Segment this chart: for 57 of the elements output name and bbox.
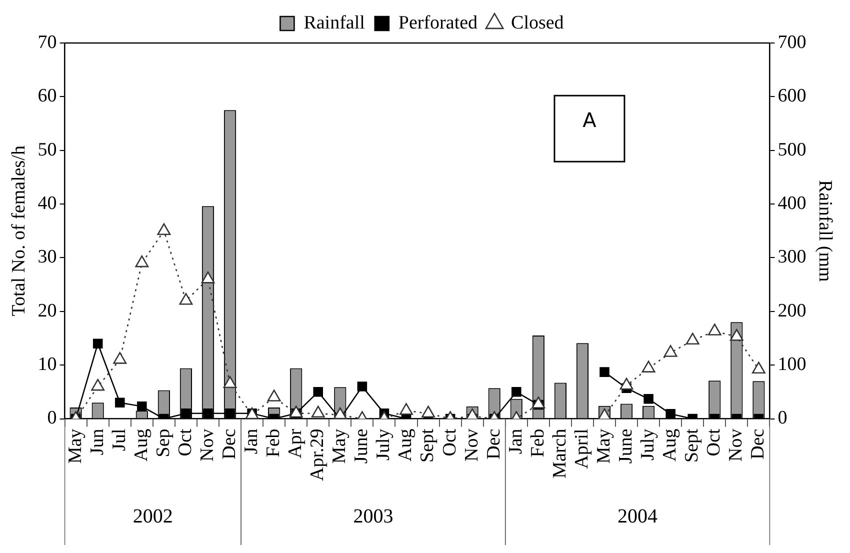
y2-tick-label: 700 [778,32,806,53]
x-tick-label: Oct [439,428,460,456]
y-tick-label: 60 [38,86,57,107]
y-tick-label: 10 [38,354,57,376]
y2-tick-label: 100 [778,354,806,376]
text: 2002 [132,505,173,528]
x-tick-label: Dec [748,428,769,460]
x-tick-label: Oct [704,428,725,456]
x-tick-label: May [329,428,350,464]
x-tick-label: Sept [682,428,703,463]
y2-axis-title: Rainfall (mm [814,180,836,282]
x-tick-label: June [616,428,636,464]
legend-label: Rainfall [304,12,365,34]
x-tick-label: Nov [196,428,218,462]
y-axis-title: Total No. of females/h [8,145,30,316]
x-tick-label: Feb [527,428,548,458]
y2-tick-label: 600 [778,86,806,107]
x-tick-label: April [571,428,592,469]
y-tick-label: 50 [38,139,57,160]
x-tick-label: Apr [285,428,306,458]
x-tick-label: June [351,428,372,464]
x-tick-label: Sep [152,428,174,458]
y-tick-label: 20 [38,300,57,322]
x-tick-label: May [593,428,614,464]
x-tick-label: Nov [461,428,482,462]
x-tick-label: Oct [174,428,196,456]
text: 2003 [353,505,394,528]
x-tick-label: Feb [263,428,284,458]
x-tick-label: Aug [395,428,416,462]
x-tick-label: March [549,428,570,478]
y2-tick-label: 500 [778,139,806,160]
x-tick-label: July [373,428,394,460]
y-tick-label: 40 [38,193,57,214]
x-tick-label: Aug [660,428,681,462]
legend-label: Perforated [398,12,478,34]
y-tick-label: 30 [38,246,57,268]
y2-tick-label: 0 [778,408,788,429]
text: 2004 [618,505,658,528]
x-tick-label: Nov [726,428,747,462]
y2-tick-label: 300 [778,246,806,268]
x-tick-label: May [64,428,86,464]
y-tick-label: 70 [38,32,57,53]
y2-tick-label: 400 [778,193,806,214]
annotation: A [582,108,597,132]
x-tick-label: Jun [86,428,108,456]
x-tick-label: Jan [241,428,262,454]
y-tick-label: 0 [47,408,57,429]
y2-tick-label: 200 [778,300,806,322]
x-tick-label: July [638,428,659,460]
x-tick-label: Apr.29 [307,428,328,481]
x-tick-label: Aug [130,428,152,462]
x-tick-label: Sept [417,428,438,463]
x-tick-label: Dec [218,428,240,460]
x-tick-label: Dec [483,428,504,460]
x-tick-label: Jul [108,428,130,451]
x-tick-label: Jan [505,428,526,454]
legend-label: Closed [511,12,564,34]
